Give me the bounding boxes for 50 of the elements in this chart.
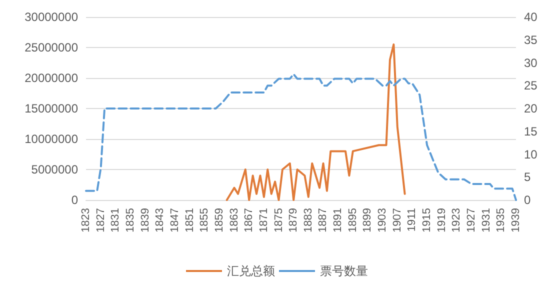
x-tick-label: 1887 — [317, 208, 330, 232]
x-tick-label: 1931 — [480, 208, 492, 232]
y-tick-label: 30000000 — [24, 10, 78, 24]
y-tick-label: 0 — [71, 193, 78, 207]
x-tick-label: 1855 — [198, 208, 211, 232]
y2-tick-label: 35 — [524, 32, 538, 47]
x-tick-label: 1871 — [258, 208, 270, 232]
x-tick-label: 1823 — [80, 208, 92, 232]
x-tick-label: 1863 — [228, 208, 240, 232]
x-tick-label: 1831 — [110, 208, 122, 232]
y2-tick-label: 0 — [524, 193, 531, 207]
x-tick-label: 1883 — [302, 208, 314, 232]
y-tick-label: 5000000 — [31, 162, 78, 176]
x-tick-label: 1875 — [272, 208, 285, 232]
y2-tick-label: 25 — [524, 78, 538, 93]
y2-tick-label: 30 — [524, 56, 538, 70]
y2-tick-label: 40 — [524, 10, 538, 24]
x-tick-label: 1899 — [362, 208, 374, 232]
x-tick-label: 1895 — [346, 208, 359, 232]
x-tick-label: 1919 — [436, 208, 448, 232]
legend-label: 汇兑总额 — [227, 264, 275, 278]
legend-label: 票号数量 — [320, 264, 368, 278]
x-tick-label: 1923 — [450, 208, 463, 232]
x-tick-label: 1927 — [466, 208, 478, 232]
x-tick-label: 1851 — [184, 208, 196, 232]
x-tick-label: 1835 — [124, 208, 136, 232]
y-tick-label: 20000000 — [24, 71, 78, 85]
line-series — [226, 43, 406, 201]
y2-tick-label: 15 — [524, 124, 538, 138]
y2-tick-label: 5 — [524, 170, 531, 184]
y-tick-label: 15000000 — [24, 102, 78, 116]
line-series — [85, 73, 517, 201]
x-tick-label: 1827 — [94, 208, 107, 232]
x-tick-label: 1935 — [495, 208, 508, 232]
y-tick-label: 25000000 — [24, 40, 78, 54]
x-tick-label: 1839 — [139, 208, 152, 232]
x-tick-label: 1847 — [168, 208, 181, 232]
x-tick-label: 1939 — [510, 208, 522, 232]
x-tick-label: 1907 — [391, 208, 404, 232]
x-tick-label: 1903 — [376, 208, 389, 232]
y-tick-label: 10000000 — [24, 132, 78, 146]
x-tick-label: 1911 — [406, 208, 418, 232]
x-tick-label: 1859 — [213, 208, 226, 232]
x-tick-label: 1867 — [243, 208, 256, 232]
y2-tick-label: 20 — [524, 102, 538, 116]
x-tick-label: 1843 — [154, 208, 166, 232]
x-tick-label: 1915 — [421, 208, 434, 232]
x-tick-label: 1891 — [332, 208, 344, 232]
y2-tick-label: 10 — [524, 147, 538, 162]
x-tick-label: 1879 — [288, 208, 300, 232]
